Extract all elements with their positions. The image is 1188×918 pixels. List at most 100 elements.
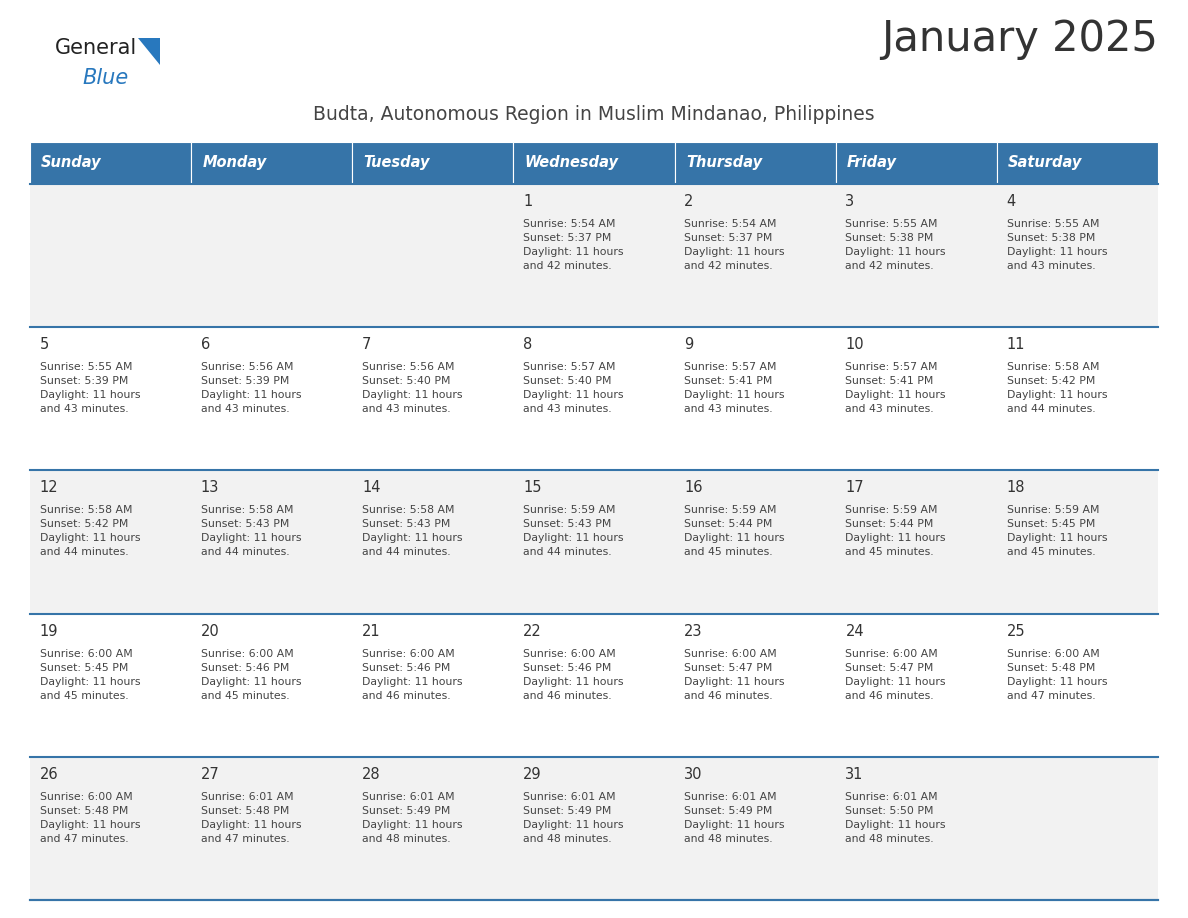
Text: 5: 5	[39, 337, 49, 353]
Bar	[835, 327, 997, 470]
Text: Sunrise: 5:58 AM
Sunset: 5:43 PM
Daylight: 11 hours
and 44 minutes.: Sunrise: 5:58 AM Sunset: 5:43 PM Dayligh…	[201, 506, 302, 557]
Bar	[191, 756, 353, 900]
Text: Sunrise: 5:57 AM
Sunset: 5:40 PM
Daylight: 11 hours
and 43 minutes.: Sunrise: 5:57 AM Sunset: 5:40 PM Dayligh…	[523, 363, 624, 414]
Bar	[353, 184, 513, 327]
Bar	[513, 756, 675, 900]
Bar	[30, 756, 191, 900]
Text: Wednesday: Wednesday	[525, 155, 619, 171]
Text: 6: 6	[201, 337, 210, 353]
Bar	[675, 142, 835, 184]
Bar	[30, 613, 191, 756]
Text: 27: 27	[201, 767, 220, 782]
Bar	[997, 470, 1158, 613]
Bar	[835, 470, 997, 613]
Text: January 2025: January 2025	[881, 18, 1158, 60]
Text: Thursday: Thursday	[685, 155, 762, 171]
Bar	[997, 327, 1158, 470]
Text: 13: 13	[201, 480, 220, 496]
Text: Sunrise: 5:56 AM
Sunset: 5:40 PM
Daylight: 11 hours
and 43 minutes.: Sunrise: 5:56 AM Sunset: 5:40 PM Dayligh…	[362, 363, 462, 414]
Bar	[353, 613, 513, 756]
Text: Sunrise: 6:00 AM
Sunset: 5:48 PM
Daylight: 11 hours
and 47 minutes.: Sunrise: 6:00 AM Sunset: 5:48 PM Dayligh…	[39, 792, 140, 844]
Text: 9: 9	[684, 337, 694, 353]
Text: Saturday: Saturday	[1009, 155, 1082, 171]
Text: 7: 7	[362, 337, 372, 353]
Text: Blue: Blue	[82, 68, 128, 88]
Bar	[675, 184, 835, 327]
Bar	[675, 613, 835, 756]
Text: Sunrise: 5:58 AM
Sunset: 5:43 PM
Daylight: 11 hours
and 44 minutes.: Sunrise: 5:58 AM Sunset: 5:43 PM Dayligh…	[362, 506, 462, 557]
Bar	[835, 142, 997, 184]
Text: 29: 29	[523, 767, 542, 782]
Bar	[30, 184, 191, 327]
Text: Sunrise: 6:00 AM
Sunset: 5:45 PM
Daylight: 11 hours
and 45 minutes.: Sunrise: 6:00 AM Sunset: 5:45 PM Dayligh…	[39, 649, 140, 700]
Text: 17: 17	[846, 480, 864, 496]
Text: Sunrise: 5:58 AM
Sunset: 5:42 PM
Daylight: 11 hours
and 44 minutes.: Sunrise: 5:58 AM Sunset: 5:42 PM Dayligh…	[39, 506, 140, 557]
Bar	[675, 470, 835, 613]
Bar	[30, 142, 191, 184]
Bar	[997, 613, 1158, 756]
Text: Sunrise: 6:01 AM
Sunset: 5:48 PM
Daylight: 11 hours
and 47 minutes.: Sunrise: 6:01 AM Sunset: 5:48 PM Dayligh…	[201, 792, 302, 844]
Bar	[513, 142, 675, 184]
Bar	[30, 327, 191, 470]
Text: 25: 25	[1006, 623, 1025, 639]
Bar	[191, 142, 353, 184]
Text: Sunrise: 6:00 AM
Sunset: 5:47 PM
Daylight: 11 hours
and 46 minutes.: Sunrise: 6:00 AM Sunset: 5:47 PM Dayligh…	[684, 649, 785, 700]
Text: Sunrise: 5:59 AM
Sunset: 5:44 PM
Daylight: 11 hours
and 45 minutes.: Sunrise: 5:59 AM Sunset: 5:44 PM Dayligh…	[684, 506, 785, 557]
Bar	[997, 756, 1158, 900]
Text: Friday: Friday	[847, 155, 897, 171]
Bar	[191, 613, 353, 756]
Text: Sunrise: 5:59 AM
Sunset: 5:45 PM
Daylight: 11 hours
and 45 minutes.: Sunrise: 5:59 AM Sunset: 5:45 PM Dayligh…	[1006, 506, 1107, 557]
Text: 26: 26	[39, 767, 58, 782]
Text: Tuesday: Tuesday	[364, 155, 430, 171]
Text: 10: 10	[846, 337, 864, 353]
Bar	[675, 756, 835, 900]
Bar	[835, 756, 997, 900]
Bar	[513, 613, 675, 756]
Text: Sunrise: 6:01 AM
Sunset: 5:49 PM
Daylight: 11 hours
and 48 minutes.: Sunrise: 6:01 AM Sunset: 5:49 PM Dayligh…	[684, 792, 785, 844]
Text: 3: 3	[846, 194, 854, 209]
Text: 19: 19	[39, 623, 58, 639]
Text: Sunrise: 5:59 AM
Sunset: 5:44 PM
Daylight: 11 hours
and 45 minutes.: Sunrise: 5:59 AM Sunset: 5:44 PM Dayligh…	[846, 506, 946, 557]
Text: 14: 14	[362, 480, 380, 496]
Text: Monday: Monday	[202, 155, 266, 171]
Bar	[191, 327, 353, 470]
Bar	[353, 142, 513, 184]
Polygon shape	[138, 38, 160, 65]
Text: Sunday: Sunday	[42, 155, 102, 171]
Text: 8: 8	[523, 337, 532, 353]
Bar	[997, 184, 1158, 327]
Text: Sunrise: 6:01 AM
Sunset: 5:50 PM
Daylight: 11 hours
and 48 minutes.: Sunrise: 6:01 AM Sunset: 5:50 PM Dayligh…	[846, 792, 946, 844]
Text: 23: 23	[684, 623, 703, 639]
Bar	[353, 470, 513, 613]
Text: 2: 2	[684, 194, 694, 209]
Text: General: General	[55, 38, 138, 58]
Text: 18: 18	[1006, 480, 1025, 496]
Text: Sunrise: 6:01 AM
Sunset: 5:49 PM
Daylight: 11 hours
and 48 minutes.: Sunrise: 6:01 AM Sunset: 5:49 PM Dayligh…	[362, 792, 462, 844]
Text: Sunrise: 5:54 AM
Sunset: 5:37 PM
Daylight: 11 hours
and 42 minutes.: Sunrise: 5:54 AM Sunset: 5:37 PM Dayligh…	[684, 219, 785, 271]
Bar	[30, 470, 191, 613]
Text: 4: 4	[1006, 194, 1016, 209]
Bar	[513, 184, 675, 327]
Text: 20: 20	[201, 623, 220, 639]
Text: Sunrise: 5:55 AM
Sunset: 5:39 PM
Daylight: 11 hours
and 43 minutes.: Sunrise: 5:55 AM Sunset: 5:39 PM Dayligh…	[39, 363, 140, 414]
Text: 28: 28	[362, 767, 380, 782]
Text: 15: 15	[523, 480, 542, 496]
Text: 12: 12	[39, 480, 58, 496]
Text: Sunrise: 5:59 AM
Sunset: 5:43 PM
Daylight: 11 hours
and 44 minutes.: Sunrise: 5:59 AM Sunset: 5:43 PM Dayligh…	[523, 506, 624, 557]
Bar	[513, 327, 675, 470]
Bar	[353, 756, 513, 900]
Text: Sunrise: 5:58 AM
Sunset: 5:42 PM
Daylight: 11 hours
and 44 minutes.: Sunrise: 5:58 AM Sunset: 5:42 PM Dayligh…	[1006, 363, 1107, 414]
Text: 31: 31	[846, 767, 864, 782]
Text: 11: 11	[1006, 337, 1025, 353]
Text: 21: 21	[362, 623, 380, 639]
Bar	[997, 142, 1158, 184]
Bar	[513, 470, 675, 613]
Bar	[191, 184, 353, 327]
Text: Sunrise: 5:57 AM
Sunset: 5:41 PM
Daylight: 11 hours
and 43 minutes.: Sunrise: 5:57 AM Sunset: 5:41 PM Dayligh…	[846, 363, 946, 414]
Text: Sunrise: 6:01 AM
Sunset: 5:49 PM
Daylight: 11 hours
and 48 minutes.: Sunrise: 6:01 AM Sunset: 5:49 PM Dayligh…	[523, 792, 624, 844]
Bar	[191, 470, 353, 613]
Text: Sunrise: 5:56 AM
Sunset: 5:39 PM
Daylight: 11 hours
and 43 minutes.: Sunrise: 5:56 AM Sunset: 5:39 PM Dayligh…	[201, 363, 302, 414]
Text: Sunrise: 5:55 AM
Sunset: 5:38 PM
Daylight: 11 hours
and 42 minutes.: Sunrise: 5:55 AM Sunset: 5:38 PM Dayligh…	[846, 219, 946, 271]
Text: 30: 30	[684, 767, 703, 782]
Text: Sunrise: 5:57 AM
Sunset: 5:41 PM
Daylight: 11 hours
and 43 minutes.: Sunrise: 5:57 AM Sunset: 5:41 PM Dayligh…	[684, 363, 785, 414]
